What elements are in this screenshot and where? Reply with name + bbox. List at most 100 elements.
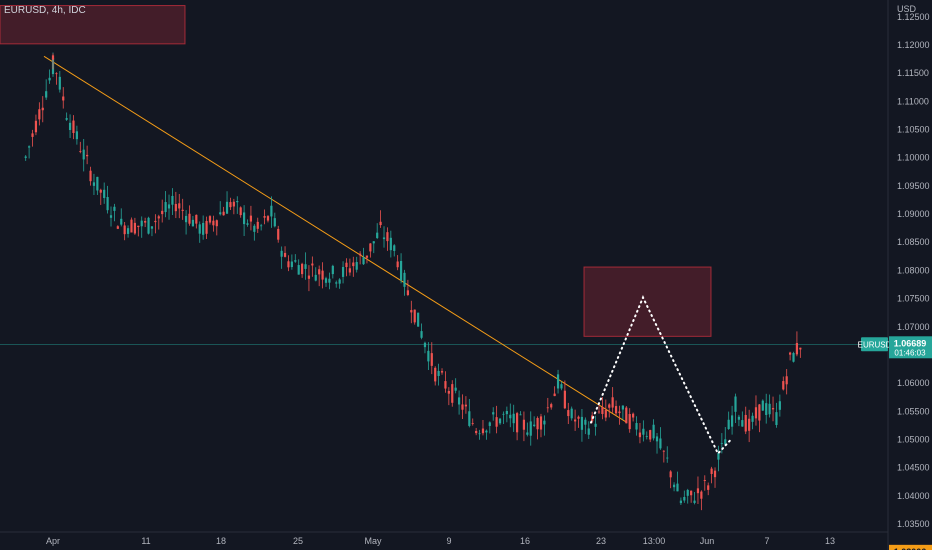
candle[interactable] xyxy=(65,118,68,120)
candle[interactable] xyxy=(457,397,461,405)
candle[interactable] xyxy=(645,436,648,437)
candle[interactable] xyxy=(516,413,519,433)
candle[interactable] xyxy=(461,404,464,410)
candle[interactable] xyxy=(608,404,611,408)
candle[interactable] xyxy=(420,331,423,338)
candle[interactable] xyxy=(208,216,212,223)
candle[interactable] xyxy=(536,417,539,430)
candle[interactable] xyxy=(113,206,116,211)
candle[interactable] xyxy=(423,342,427,348)
candle[interactable] xyxy=(297,265,300,275)
candle[interactable] xyxy=(376,232,379,239)
candle[interactable] xyxy=(519,414,522,416)
candle[interactable] xyxy=(205,220,208,234)
candle[interactable] xyxy=(533,424,536,426)
candle[interactable] xyxy=(150,226,154,229)
candle[interactable] xyxy=(543,420,546,425)
candle[interactable] xyxy=(58,76,61,90)
candle[interactable] xyxy=(277,228,280,240)
candle[interactable] xyxy=(417,312,420,327)
candle[interactable] xyxy=(68,122,72,130)
candle[interactable] xyxy=(703,480,706,481)
candle[interactable] xyxy=(768,403,771,415)
candle[interactable] xyxy=(109,215,113,218)
candle[interactable] xyxy=(485,430,488,433)
candle[interactable] xyxy=(236,200,239,203)
candle[interactable] xyxy=(130,219,133,233)
candle[interactable] xyxy=(751,415,754,422)
candle[interactable] xyxy=(362,257,365,265)
candle[interactable] xyxy=(707,485,710,490)
candle[interactable] xyxy=(324,278,328,283)
candle[interactable] xyxy=(761,400,764,411)
candle[interactable] xyxy=(137,225,140,228)
candle[interactable] xyxy=(96,176,99,191)
candle[interactable] xyxy=(222,211,225,216)
candle[interactable] xyxy=(625,407,628,424)
candle[interactable] xyxy=(215,220,218,227)
candle[interactable] xyxy=(744,414,747,432)
candle[interactable] xyxy=(393,245,396,251)
candle[interactable] xyxy=(188,213,191,224)
candle[interactable] xyxy=(594,423,597,427)
candle[interactable] xyxy=(290,261,293,268)
candle[interactable] xyxy=(454,387,457,391)
candle[interactable] xyxy=(754,407,758,419)
candle[interactable] xyxy=(263,216,266,218)
candle[interactable] xyxy=(72,120,75,133)
candle[interactable] xyxy=(679,500,682,504)
candle[interactable] xyxy=(782,381,785,390)
candle[interactable] xyxy=(498,418,502,424)
candle[interactable] xyxy=(28,146,31,148)
candle[interactable] xyxy=(24,156,27,158)
candle[interactable] xyxy=(495,417,498,427)
candle[interactable] xyxy=(785,376,788,385)
candle[interactable] xyxy=(539,416,543,430)
candle[interactable] xyxy=(771,408,775,410)
candle[interactable] xyxy=(133,222,136,234)
candle[interactable] xyxy=(34,120,38,133)
candle[interactable] xyxy=(116,226,119,229)
supply-zone-right[interactable] xyxy=(583,266,712,337)
candle[interactable] xyxy=(382,237,386,240)
candle[interactable] xyxy=(294,260,297,262)
candle[interactable] xyxy=(652,424,655,439)
candle[interactable] xyxy=(62,96,65,101)
candle[interactable] xyxy=(301,263,304,275)
candle[interactable] xyxy=(638,432,642,438)
candle[interactable] xyxy=(355,262,358,270)
candle[interactable] xyxy=(399,260,403,281)
candle[interactable] xyxy=(270,205,273,217)
candle[interactable] xyxy=(331,265,334,275)
candle[interactable] xyxy=(488,422,491,426)
candle[interactable] xyxy=(123,225,126,235)
candle[interactable] xyxy=(556,374,560,389)
candle[interactable] xyxy=(410,310,413,313)
candle[interactable] xyxy=(338,279,341,284)
candle[interactable] xyxy=(51,55,55,60)
candle[interactable] xyxy=(471,423,474,424)
candle[interactable] xyxy=(676,483,679,492)
candle[interactable] xyxy=(106,197,109,211)
candle[interactable] xyxy=(690,490,693,496)
candle[interactable] xyxy=(584,419,587,425)
candle[interactable] xyxy=(345,262,348,268)
candle[interactable] xyxy=(403,272,406,287)
candle[interactable] xyxy=(92,182,96,186)
candle[interactable] xyxy=(184,215,188,223)
candle[interactable] xyxy=(563,390,566,409)
candle[interactable] xyxy=(724,439,727,445)
candle[interactable] xyxy=(642,428,645,435)
candle[interactable] xyxy=(174,203,177,212)
candle[interactable] xyxy=(198,224,201,234)
candle[interactable] xyxy=(567,410,570,417)
candle[interactable] xyxy=(529,421,532,436)
candle[interactable] xyxy=(256,221,259,229)
candle[interactable] xyxy=(649,430,652,440)
candle[interactable] xyxy=(335,282,338,284)
candle[interactable] xyxy=(314,274,317,281)
candle[interactable] xyxy=(437,370,440,376)
candle[interactable] xyxy=(580,416,584,430)
candle[interactable] xyxy=(280,250,283,257)
